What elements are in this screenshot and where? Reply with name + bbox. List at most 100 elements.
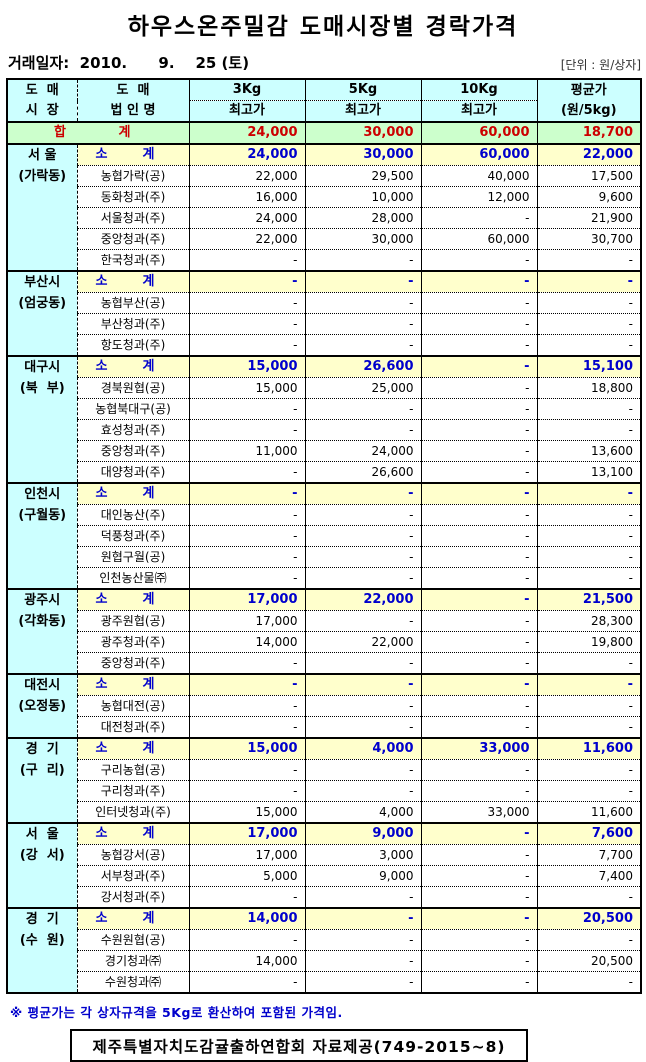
subtotal-value-cell: 24,000 [188, 143, 305, 166]
region-name-line: 서 울 [28, 148, 57, 163]
price-value-cell: - [188, 695, 305, 717]
price-value-cell: - [188, 398, 305, 420]
page-title: 하우스온주밀감 도매시장별 경락가격 [127, 14, 519, 40]
company-name-cell: 중앙청과(주) [76, 652, 189, 674]
label-char: 소 [95, 274, 108, 289]
company-name-cell: 대전청과(주) [76, 716, 189, 738]
region-cell: 경 기 (구 리) [7, 737, 78, 823]
price-value-cell: - [304, 971, 421, 993]
subtotal-value-cell: 14,000 [188, 907, 305, 930]
price-value-cell: 9,600 [536, 186, 641, 208]
subtotal-value-cell: - [304, 482, 421, 505]
price-value-cell: - [420, 249, 537, 271]
subtotal-value-cell: 15,000 [188, 737, 305, 760]
price-value-cell: 15,000 [188, 377, 305, 399]
price-value-cell: - [536, 567, 641, 589]
subtotal-value-cell: 33,000 [420, 737, 537, 760]
company-row: 농협부산(공) - - - - [7, 292, 641, 314]
company-row: 광주원협(공) 17,000- -28,300 [7, 610, 641, 632]
footnote: ※ 평균가는 각 상자규격을 5Kg로 환산하여 포함된 가격임. [10, 1005, 343, 1020]
total-row: 합 계 24,000 30,000 60,000 18,700 [7, 121, 641, 145]
total-value-cell: 24,000 [188, 121, 305, 145]
subtotal-value-cell: - [304, 907, 421, 930]
header-text-line: 법 인 명 [110, 102, 156, 118]
price-value-cell: - [304, 610, 421, 632]
company-name-cell: 한국청과(주) [76, 249, 189, 271]
region-name-line: (각화동) [18, 614, 67, 629]
price-value-cell: - [536, 419, 641, 441]
price-value-cell: 22,000 [188, 228, 305, 250]
price-value-cell: - [188, 759, 305, 781]
label-char: 계 [142, 147, 155, 162]
company-name-cell: 덕풍청과(주) [76, 525, 189, 547]
price-value-cell: - [536, 759, 641, 781]
company-row: 강서청과(주) - - - - [7, 886, 641, 908]
region-name-line: (북 부) [19, 381, 65, 396]
price-value-cell: 60,000 [420, 228, 537, 250]
label-char: 계 [142, 911, 155, 926]
price-value-cell: 22,000 [304, 631, 421, 653]
price-value-cell: - [420, 525, 537, 547]
price-value-cell: 16,000 [188, 186, 305, 208]
region-cell: 광주시 (각화동) [7, 588, 78, 674]
price-value-cell: - [536, 249, 641, 271]
price-value-cell: - [420, 759, 537, 781]
label-char: 계 [142, 486, 155, 501]
price-value-cell: 33,000 [420, 801, 537, 823]
price-value-cell: - [420, 610, 537, 632]
label-char: 계 [142, 592, 155, 607]
price-value-cell: - [420, 292, 537, 314]
subtotal-value-cell: 60,000 [420, 143, 537, 166]
subtotal-value-cell: - [420, 588, 537, 611]
header-maxprice-cell: 최고가 [304, 100, 421, 122]
subtotal-value-cell: 22,000 [304, 588, 421, 611]
company-name-cell: 인천농산물㈜ [76, 567, 189, 589]
company-row: 구리청과(주) - - - - [7, 780, 641, 802]
price-value-cell: - [304, 313, 421, 335]
header-text-line: 도 매 [25, 82, 59, 98]
price-value-cell: 3,000 [304, 844, 421, 866]
price-value-cell: 24,000 [304, 440, 421, 462]
company-row: 농협북대구(공) - - - - [7, 398, 641, 420]
company-name-cell: 경기청과㈜ [76, 950, 189, 972]
region-name-line: 서 울 [25, 827, 59, 842]
price-value-cell: - [188, 292, 305, 314]
region-name-line: 대구시 [24, 360, 61, 375]
company-row: 대전청과(주) - - - - [7, 716, 641, 738]
company-name-cell: 동화청과(주) [76, 186, 189, 208]
region-cell: 인천시 (구월동) [7, 482, 78, 589]
region-name-line: 광주시 [24, 593, 61, 608]
price-value-cell: - [304, 504, 421, 526]
company-row: 동화청과(주) 16,000 10,000 12,000 9,600 [7, 186, 641, 208]
price-value-cell: - [188, 461, 305, 483]
price-value-cell: - [536, 695, 641, 717]
region-name-line: 인천시 [24, 487, 61, 502]
price-value-cell: 19,800 [536, 631, 641, 653]
price-value-cell: - [420, 844, 537, 866]
subtotal-value-cell: 17,000 [188, 588, 305, 611]
price-value-cell: - [420, 886, 537, 908]
company-name-cell: 인터넷청과(주) [76, 801, 189, 823]
region-name-line: 경 기 [25, 912, 59, 927]
header-row-2: 최고가 최고가 최고가 [7, 100, 641, 122]
unit-label: [단위 : 원/상자] [560, 58, 641, 72]
subtotal-value-cell: - [188, 673, 305, 696]
price-value-cell: - [420, 440, 537, 462]
region-name-line: (구월동) [18, 508, 67, 523]
price-value-cell: 13,600 [536, 440, 641, 462]
subtotal-value-cell: 21,500 [536, 588, 641, 611]
subtotal-value-cell: 7,600 [536, 822, 641, 845]
price-value-cell: - [420, 780, 537, 802]
price-value-cell: 18,800 [536, 377, 641, 399]
price-value-cell: - [536, 313, 641, 335]
region-name-line: (가락동) [18, 169, 67, 184]
subtotal-row: 경 기 (수 원) 소 계 14,000- -20,500 [7, 907, 641, 993]
price-value-cell: - [304, 780, 421, 802]
price-value-cell: - [188, 249, 305, 271]
subtotal-row: 대구시 (북 부) 소 계 15,000 26,600-15,100 [7, 355, 641, 483]
region-name-line: (구 리) [19, 763, 65, 778]
